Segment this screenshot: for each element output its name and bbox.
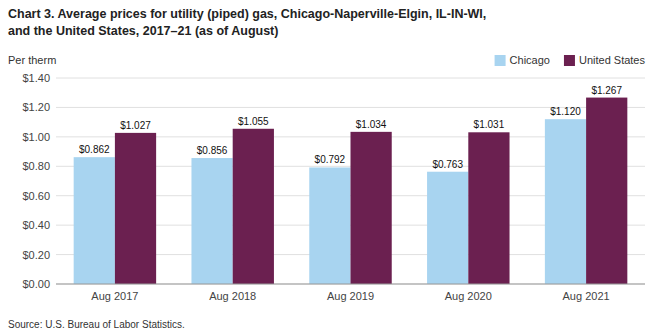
x-tick-label: Aug 2019 — [327, 290, 374, 302]
bar — [427, 172, 468, 284]
bar — [468, 132, 509, 284]
x-axis-line — [56, 284, 645, 285]
y-tick-label: $0.20 — [22, 249, 50, 261]
bar — [115, 133, 156, 284]
bar — [586, 98, 627, 284]
legend-swatch — [564, 55, 575, 66]
y-tick-label: $0.80 — [22, 160, 50, 172]
data-label: $1.055 — [238, 116, 269, 127]
legend-item: United States — [564, 54, 646, 66]
legend-swatch — [495, 55, 506, 66]
bar — [351, 132, 392, 284]
x-axis: Aug 2017 Aug 2018 Aug 2019 Aug 2020 Aug 2021 — [91, 290, 609, 302]
data-label: $0.763 — [432, 159, 463, 170]
x-tick-label: Aug 2021 — [563, 290, 610, 302]
bar — [309, 167, 350, 284]
bar — [191, 158, 232, 284]
y-axis-label: Per therm — [8, 54, 56, 66]
y-tick-label: $0.00 — [22, 278, 50, 290]
legend: Chicago United States — [495, 54, 646, 66]
title: Chart 3. Average prices for utility (pip… — [8, 7, 486, 21]
y-tick-label: $0.60 — [22, 190, 50, 202]
data-label: $1.120 — [550, 106, 581, 117]
bars — [74, 98, 628, 284]
x-tick-label: Aug 2020 — [445, 290, 492, 302]
legend-label: Chicago — [510, 54, 550, 66]
chart: Chart 3. Average prices for utility (pip… — [0, 0, 660, 334]
legend-label: United States — [579, 54, 646, 66]
data-labels: $0.862 $0.856 $0.792 $0.763 $1.120 $1.027 $1.0… — [79, 85, 622, 170]
bar — [74, 157, 115, 284]
subtitle: and the United States, 2017–21 (as of Au… — [8, 24, 278, 38]
y-tick-label: $1.00 — [22, 131, 50, 143]
legend-item: Chicago — [495, 54, 550, 66]
y-tick-label: $1.40 — [22, 72, 50, 84]
bar — [233, 129, 274, 284]
data-label: $1.267 — [591, 85, 622, 96]
grid-line — [56, 78, 645, 79]
data-label: $1.034 — [356, 119, 387, 130]
data-label: $1.031 — [474, 119, 505, 130]
data-label: $0.862 — [79, 144, 110, 155]
data-label: $0.856 — [197, 145, 228, 156]
source: Source: U.S. Bureau of Labor Statistics. — [8, 319, 185, 330]
x-tick-label: Aug 2017 — [91, 290, 138, 302]
data-label: $1.027 — [120, 120, 151, 131]
y-axis: $0.00 $0.20 $0.40 $0.60 $0.80 $1.00 $1.20 $1.40 — [22, 72, 645, 290]
y-tick-label: $0.40 — [22, 219, 50, 231]
grid-line — [56, 284, 645, 285]
x-tick-label: Aug 2018 — [209, 290, 256, 302]
data-label: $0.792 — [315, 154, 346, 165]
bar — [545, 119, 586, 284]
y-tick-label: $1.20 — [22, 101, 50, 113]
